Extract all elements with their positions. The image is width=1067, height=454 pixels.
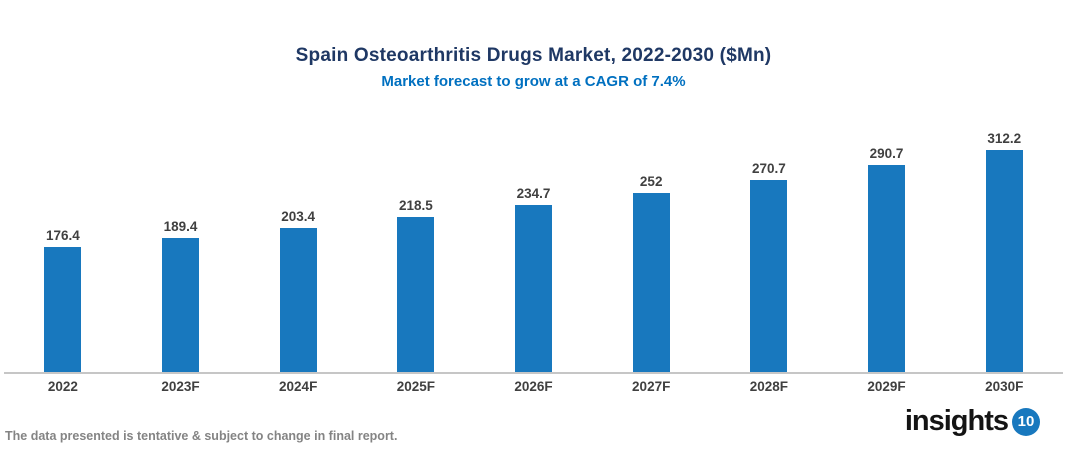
bar-column: 189.4 xyxy=(122,123,240,373)
x-axis-tick-label: 2028F xyxy=(749,379,788,394)
x-axis-tick-label: 2024F xyxy=(279,379,318,394)
x-axis-tick-label: 2027F xyxy=(632,379,671,394)
chart-subtitle: Market forecast to grow at a CAGR of 7.4… xyxy=(381,73,686,90)
bar-column: 203.4 xyxy=(239,123,357,373)
bar xyxy=(985,150,1023,373)
bar xyxy=(397,217,435,373)
bar xyxy=(279,228,317,373)
bar xyxy=(750,180,788,373)
bar xyxy=(515,205,553,373)
bar-column: 270.7 xyxy=(710,123,828,373)
bar-value-label: 176.4 xyxy=(45,228,80,243)
bar-column: 290.7 xyxy=(828,123,946,373)
bar-column: 176.4 xyxy=(4,123,122,373)
insights10-logo: insights 10 xyxy=(905,407,1040,436)
disclaimer-note: The data presented is tentative & subjec… xyxy=(5,429,398,443)
x-axis-baseline xyxy=(4,372,1063,374)
bar-column: 234.7 xyxy=(475,123,593,373)
chart-title: Spain Osteoarthritis Drugs Market, 2022-… xyxy=(295,45,772,66)
x-axis-tick-label: 2030F xyxy=(985,379,1024,394)
x-axis-tick-label: 2029F xyxy=(867,379,906,394)
bar xyxy=(162,238,199,373)
x-axis-tick-label: 2022 xyxy=(47,379,78,394)
bar xyxy=(44,247,82,373)
bar-value-label: 312.2 xyxy=(987,131,1022,146)
logo-wordmark: insights xyxy=(904,405,1009,437)
x-axis-labels: 2022 2023F 2024F 2025F 2026F 2027F 2028F 2029F 2… xyxy=(4,379,1063,394)
bar-value-label: 252 xyxy=(639,174,663,189)
bar-column: 218.5 xyxy=(357,123,475,373)
bar-value-label: 189.4 xyxy=(163,219,198,234)
bar-value-label: 290.7 xyxy=(869,146,904,161)
bar-value-label: 218.5 xyxy=(398,198,433,213)
x-axis-tick-label: 2025F xyxy=(396,379,435,394)
bars-row: 176.4 189.4 203.4 218.5 234.7 252 270.7 290.7 31… xyxy=(4,123,1063,373)
bar-value-label: 203.4 xyxy=(281,209,316,224)
bar-column: 252 xyxy=(592,123,710,373)
bar-value-label: 270.7 xyxy=(751,161,786,176)
bar-column: 312.2 xyxy=(945,123,1063,373)
bar xyxy=(868,165,906,373)
x-axis-tick-label: 2023F xyxy=(161,379,200,394)
bar xyxy=(632,193,670,373)
bar-value-label: 234.7 xyxy=(516,186,551,201)
logo-badge-circle-icon: 10 xyxy=(1012,407,1040,436)
x-axis-tick-label: 2026F xyxy=(514,379,553,394)
